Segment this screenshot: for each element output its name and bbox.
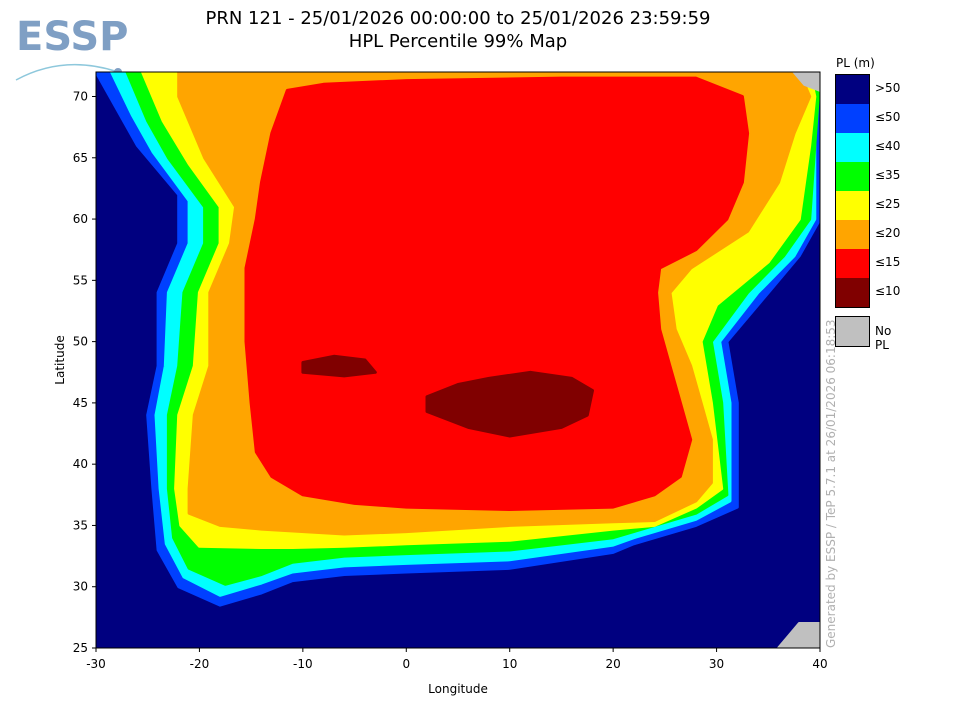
x-tick-label: -20 bbox=[190, 657, 210, 671]
x-axis-label: Longitude bbox=[428, 682, 488, 696]
y-tick-label: 65 bbox=[73, 151, 88, 165]
legend-swatch bbox=[836, 133, 869, 162]
legend-title: PL (m) bbox=[836, 56, 875, 70]
x-tick-label: 20 bbox=[606, 657, 621, 671]
legend-label: >50 bbox=[875, 81, 901, 95]
y-axis-label: Latitude bbox=[53, 335, 67, 384]
x-tick-label: 10 bbox=[502, 657, 517, 671]
y-tick-label: 50 bbox=[73, 335, 88, 349]
x-tick-label: 30 bbox=[709, 657, 724, 671]
x-tick-label: 40 bbox=[812, 657, 827, 671]
chart-title-line1: PRN 121 - 25/01/2026 00:00:00 to 25/01/2… bbox=[205, 8, 711, 29]
plot-frame bbox=[95, 71, 821, 649]
generated-watermark: Generated by ESSP / TeP 5.7.1 at 26/01/2… bbox=[824, 319, 838, 648]
pl-region-le10-alps-adriatic bbox=[425, 370, 594, 438]
legend-label: ≤20 bbox=[875, 226, 901, 240]
logo-text: ESSP bbox=[16, 14, 129, 60]
legend-swatch bbox=[836, 162, 869, 191]
legend-swatch bbox=[836, 75, 869, 104]
y-tick-label: 55 bbox=[73, 273, 88, 287]
pl-region-no-pl-southeast bbox=[777, 622, 820, 648]
legend-label: ≤40 bbox=[875, 139, 901, 153]
y-tick-label: 35 bbox=[73, 518, 88, 532]
y-tick-label: 40 bbox=[73, 457, 88, 471]
pl-region-le10-biscay bbox=[301, 354, 377, 378]
pl-region-le15 bbox=[244, 76, 750, 511]
y-tick-label: 25 bbox=[73, 641, 88, 655]
y-tick-label: 60 bbox=[73, 212, 88, 226]
legend-swatch bbox=[836, 191, 869, 220]
legend: PL (m) No PL >50 ≤50 ≤40 ≤35 ≤25 ≤20 ≤15 ≤10 bbox=[835, 56, 900, 352]
y-tick-label: 45 bbox=[73, 396, 88, 410]
legend-swatch-no-pl bbox=[835, 316, 870, 347]
legend-swatch bbox=[836, 104, 869, 133]
legend-swatch bbox=[836, 278, 869, 307]
x-tick-label: -30 bbox=[86, 657, 106, 671]
legend-label: ≤10 bbox=[875, 284, 901, 298]
x-tick-label: -10 bbox=[293, 657, 313, 671]
chart-title-line2: HPL Percentile 99% Map bbox=[348, 31, 568, 52]
legend-swatch bbox=[836, 249, 869, 278]
legend-swatch bbox=[836, 220, 869, 249]
y-tick-label: 70 bbox=[73, 90, 88, 104]
legend-label: ≤50 bbox=[875, 110, 901, 124]
legend-label: ≤35 bbox=[875, 168, 901, 182]
legend-colorbar bbox=[835, 74, 870, 308]
legend-label: ≤15 bbox=[875, 255, 901, 269]
legend-label: ≤25 bbox=[875, 197, 901, 211]
legend-label-no-pl: No PL bbox=[875, 324, 892, 352]
x-tick-label: 0 bbox=[402, 657, 410, 671]
y-tick-label: 30 bbox=[73, 580, 88, 594]
pl-region-no-pl-northeast bbox=[792, 72, 820, 92]
